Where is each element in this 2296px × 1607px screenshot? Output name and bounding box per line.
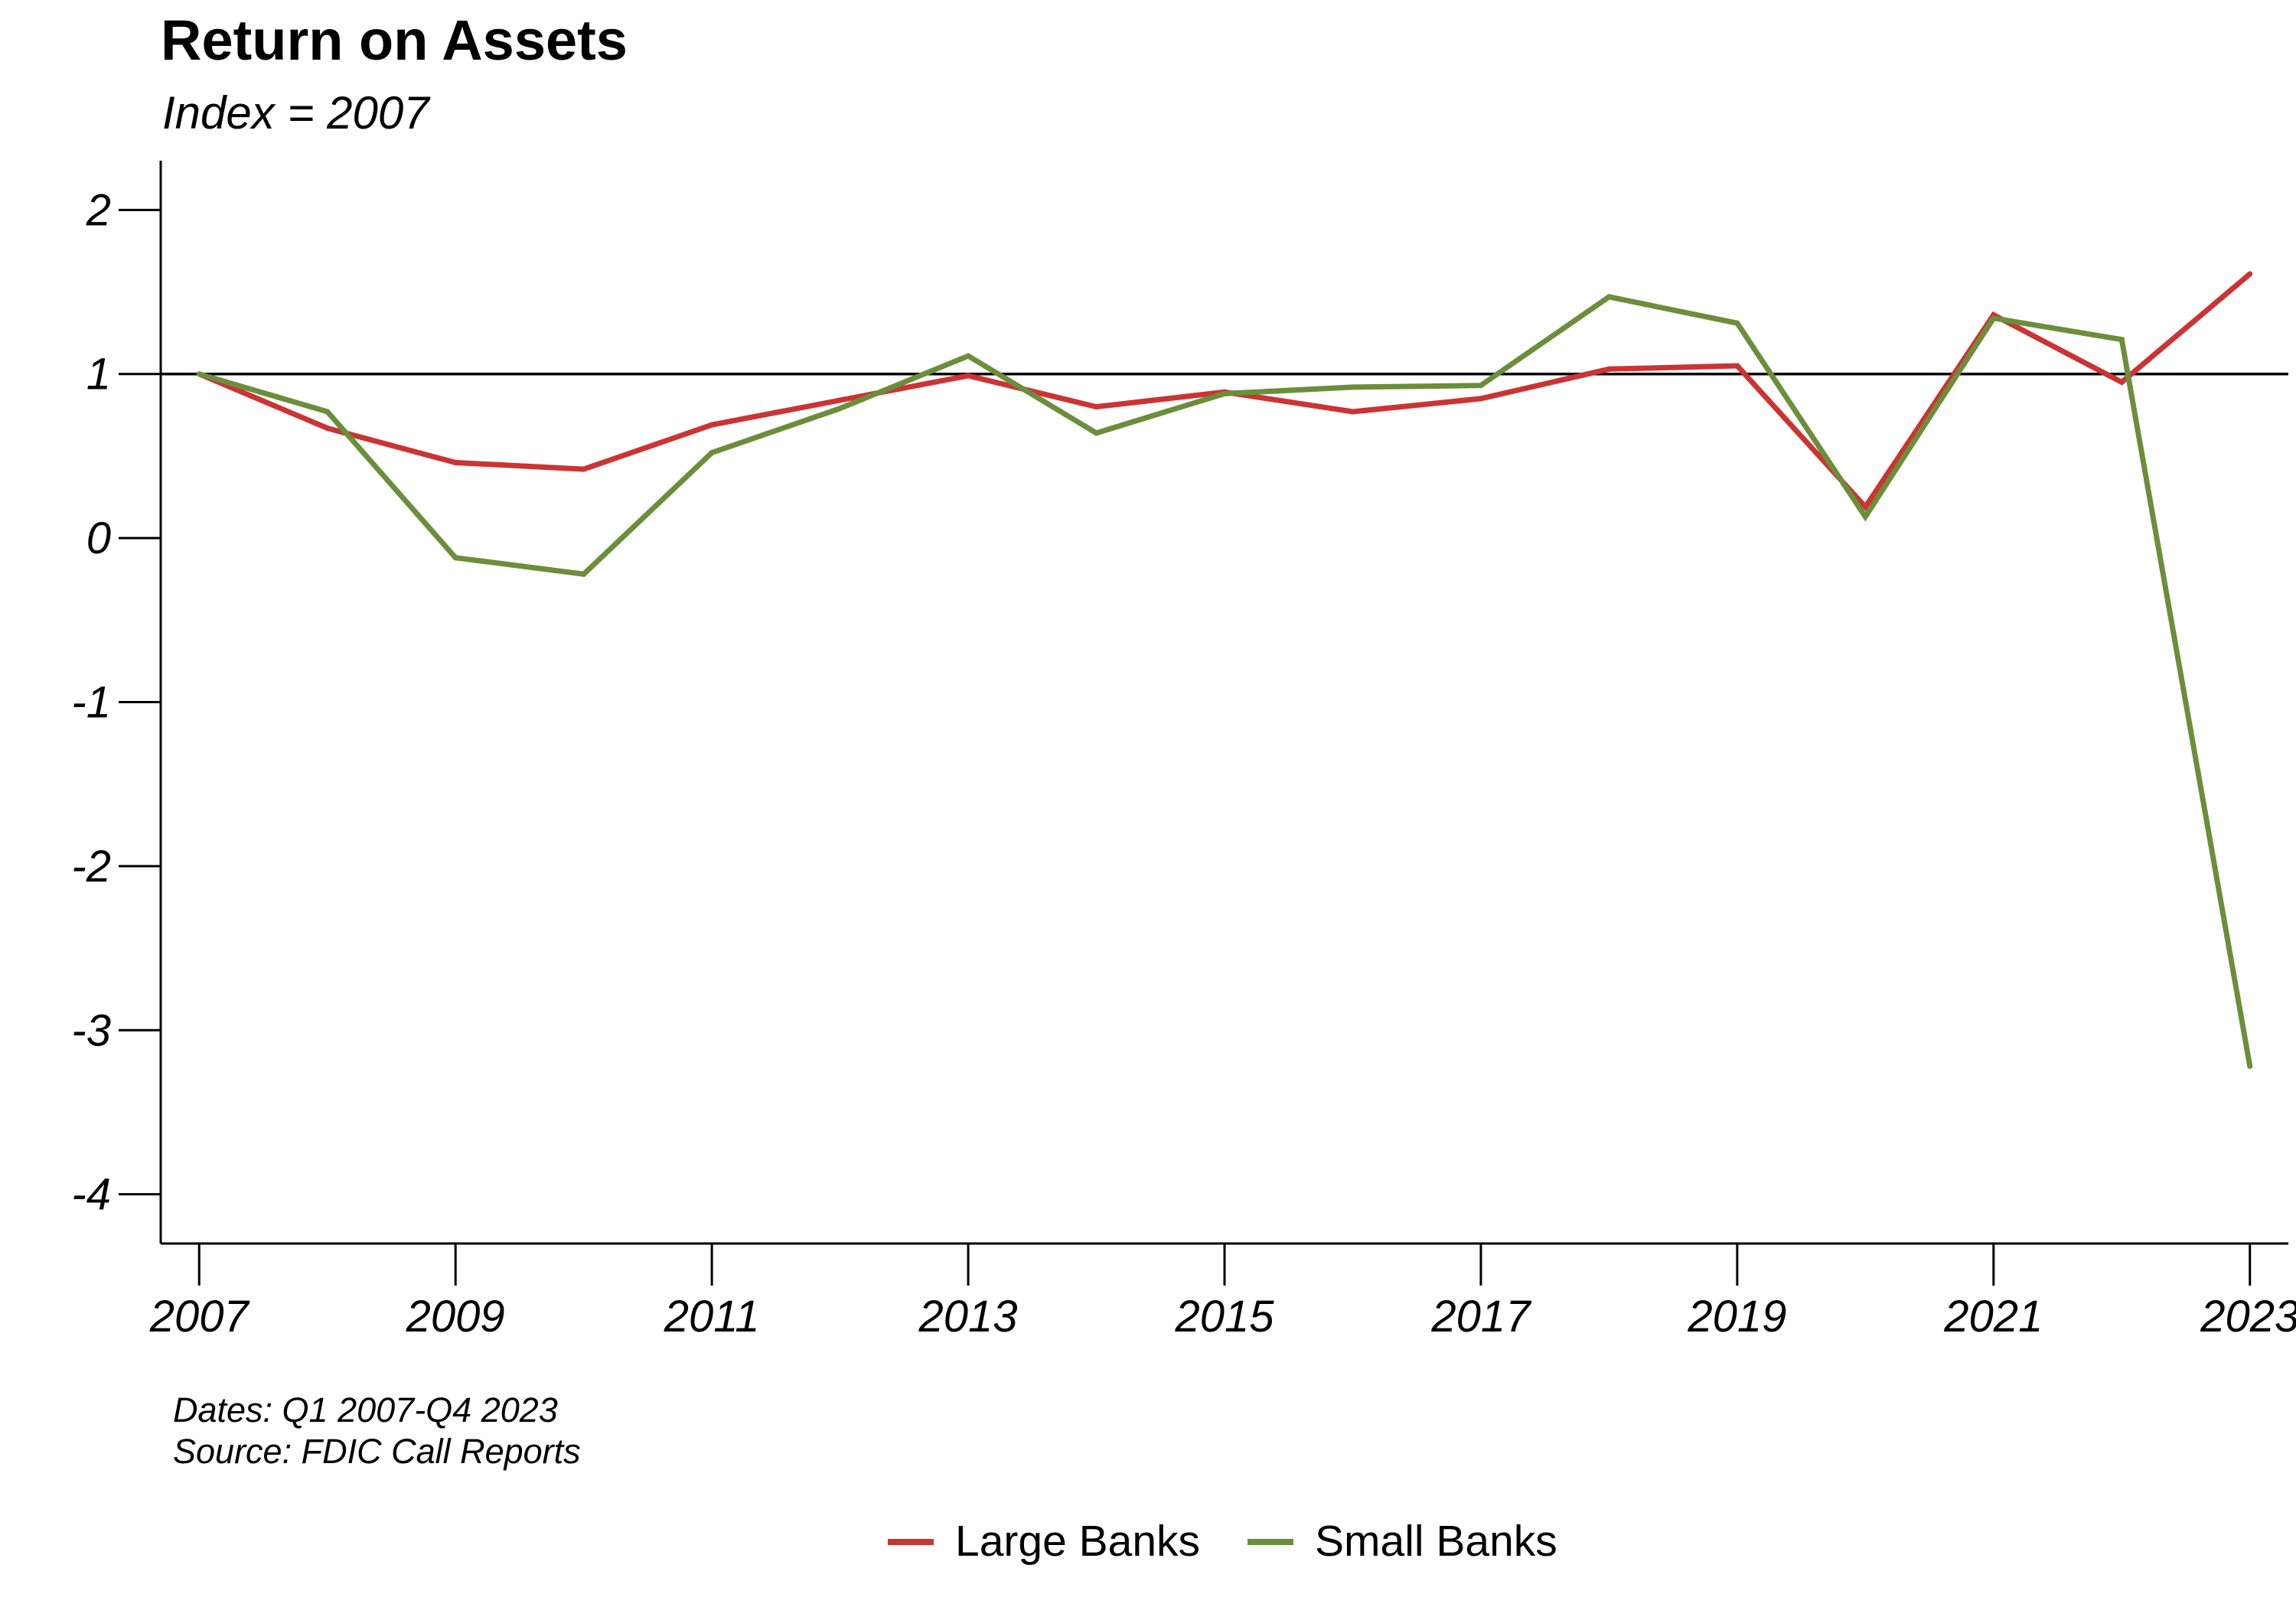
data-point <box>1734 363 1740 369</box>
data-point <box>325 409 331 415</box>
note-dates: Dates: Q1 2007-Q4 2023 <box>173 1390 558 1429</box>
data-point <box>2118 379 2125 385</box>
data-point <box>2247 271 2253 277</box>
data-point <box>581 466 587 472</box>
y-tick-label: -4 <box>71 1170 111 1220</box>
data-point <box>1349 384 1355 390</box>
x-tick-label: 2015 <box>1174 1292 1274 1341</box>
x-tick-label: 2007 <box>149 1292 251 1341</box>
x-tick-label: 2017 <box>1430 1292 1532 1341</box>
data-point <box>196 371 202 377</box>
data-point <box>709 422 715 428</box>
x-axis: 2007 2009 2011 2013 2015 2017 2019 2021 2023 <box>149 1242 2296 1341</box>
chart-subtitle: Index = 2007 <box>162 87 431 139</box>
x-tick-label: 2011 <box>664 1292 760 1341</box>
data-point <box>1349 409 1355 415</box>
chart-title: Return on Assets <box>161 8 628 72</box>
note-source: Source: FDIC Call Reports <box>173 1432 581 1471</box>
series-line <box>198 294 2253 1068</box>
x-tick-label: 2023 <box>2200 1292 2296 1341</box>
data-point <box>452 555 458 561</box>
data-point <box>837 397 843 403</box>
y-tick-label: 2 <box>86 185 111 235</box>
y-tick-label: 0 <box>86 513 111 563</box>
x-tick-label: 2021 <box>1943 1292 2043 1341</box>
data-point <box>1094 430 1100 436</box>
x-tick-label: 2013 <box>918 1292 1018 1341</box>
series-small-banks <box>196 294 2253 1069</box>
data-point <box>1221 390 1228 396</box>
data-point <box>325 425 331 431</box>
legend-label: Small Banks <box>1315 1517 1557 1566</box>
data-point <box>1862 513 1868 520</box>
legend: Large Banks Small Banks <box>888 1517 1557 1566</box>
data-point <box>1478 383 1484 389</box>
data-point <box>452 459 458 465</box>
data-point <box>2247 1063 2253 1069</box>
x-tick-label: 2009 <box>406 1292 505 1341</box>
y-tick-label: -3 <box>71 1006 111 1055</box>
data-point <box>1862 504 1868 510</box>
data-point <box>965 373 971 379</box>
data-point <box>581 571 587 577</box>
legend-label: Large Banks <box>955 1517 1200 1566</box>
data-point <box>837 406 843 412</box>
y-tick-label: 1 <box>86 350 111 399</box>
x-tick-label: 2019 <box>1687 1292 1786 1341</box>
data-point <box>2118 337 2125 343</box>
data-point <box>1991 315 1997 321</box>
data-point <box>1734 320 1740 326</box>
series-layer <box>196 271 2253 1069</box>
y-tick-label: -1 <box>71 678 111 728</box>
data-point <box>965 353 971 359</box>
y-axis: -4 -3 -2 -1 0 1 2 <box>71 161 162 1244</box>
data-point <box>1606 294 1612 300</box>
data-point <box>1094 404 1100 410</box>
data-point <box>709 450 715 456</box>
y-tick-label: -2 <box>71 842 111 892</box>
data-point <box>1478 396 1484 402</box>
data-point <box>1606 366 1612 372</box>
